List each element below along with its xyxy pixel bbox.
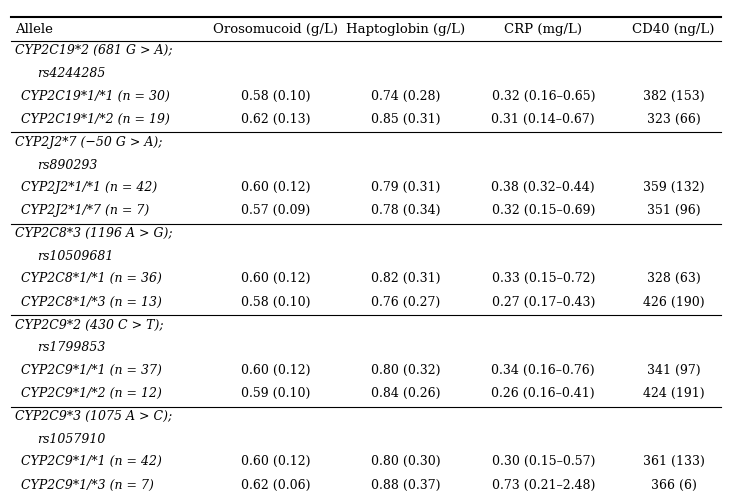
Text: CYP2C19*1/*2 (n = 19): CYP2C19*1/*2 (n = 19) <box>20 113 170 126</box>
Text: CYP2J2*1/*7 (n = 7): CYP2J2*1/*7 (n = 7) <box>20 204 149 217</box>
Text: 424 (191): 424 (191) <box>643 387 704 400</box>
Text: CYP2C9*1/*2 (n = 12): CYP2C9*1/*2 (n = 12) <box>20 387 162 400</box>
Text: CYP2J2*7 (−50 G > A);: CYP2J2*7 (−50 G > A); <box>15 136 163 149</box>
Text: rs10509681: rs10509681 <box>37 250 113 263</box>
Text: 0.62 (0.13): 0.62 (0.13) <box>241 113 310 126</box>
Text: 0.82 (0.31): 0.82 (0.31) <box>371 273 441 285</box>
Text: 0.60 (0.12): 0.60 (0.12) <box>241 364 310 377</box>
Text: 0.79 (0.31): 0.79 (0.31) <box>371 181 441 194</box>
Text: CYP2C9*3 (1075 A > C);: CYP2C9*3 (1075 A > C); <box>15 410 172 423</box>
Text: Allele: Allele <box>15 23 53 36</box>
Text: CYP2J2*1/*1 (n = 42): CYP2J2*1/*1 (n = 42) <box>20 181 157 194</box>
Text: 0.30 (0.15–0.57): 0.30 (0.15–0.57) <box>492 455 595 468</box>
Text: 0.57 (0.09): 0.57 (0.09) <box>241 204 310 217</box>
Text: 0.58 (0.10): 0.58 (0.10) <box>241 89 310 103</box>
Text: CYP2C9*2 (430 C > T);: CYP2C9*2 (430 C > T); <box>15 319 164 332</box>
Text: CYP2C19*2 (681 G > A);: CYP2C19*2 (681 G > A); <box>15 44 173 57</box>
Text: 328 (63): 328 (63) <box>646 273 701 285</box>
Text: CD40 (ng/L): CD40 (ng/L) <box>632 23 714 36</box>
Text: 0.84 (0.26): 0.84 (0.26) <box>371 387 441 400</box>
Text: 0.60 (0.12): 0.60 (0.12) <box>241 181 310 194</box>
Text: 323 (66): 323 (66) <box>646 113 701 126</box>
Text: 382 (153): 382 (153) <box>643 89 704 103</box>
Text: 0.59 (0.10): 0.59 (0.10) <box>241 387 310 400</box>
Text: 359 (132): 359 (132) <box>643 181 704 194</box>
Text: CYP2C19*1/*1 (n = 30): CYP2C19*1/*1 (n = 30) <box>20 89 170 103</box>
Text: CYP2C8*1/*3 (n = 13): CYP2C8*1/*3 (n = 13) <box>20 296 162 309</box>
Text: CYP2C9*1/*1 (n = 37): CYP2C9*1/*1 (n = 37) <box>20 364 162 377</box>
Text: 0.34 (0.16–0.76): 0.34 (0.16–0.76) <box>491 364 595 377</box>
Text: 426 (190): 426 (190) <box>643 296 704 309</box>
Text: 351 (96): 351 (96) <box>647 204 701 217</box>
Text: 0.78 (0.34): 0.78 (0.34) <box>371 204 441 217</box>
Text: 0.74 (0.28): 0.74 (0.28) <box>371 89 441 103</box>
Text: 0.60 (0.12): 0.60 (0.12) <box>241 273 310 285</box>
Text: 361 (133): 361 (133) <box>643 455 704 468</box>
Text: 0.85 (0.31): 0.85 (0.31) <box>371 113 441 126</box>
Text: 0.32 (0.15–0.69): 0.32 (0.15–0.69) <box>492 204 595 217</box>
Text: 0.27 (0.17–0.43): 0.27 (0.17–0.43) <box>492 296 595 309</box>
Text: CYP2C9*1/*1 (n = 42): CYP2C9*1/*1 (n = 42) <box>20 455 162 468</box>
Text: 0.73 (0.21–2.48): 0.73 (0.21–2.48) <box>492 479 595 491</box>
Text: rs890293: rs890293 <box>37 159 97 171</box>
Text: rs1799853: rs1799853 <box>37 341 105 355</box>
Text: 0.80 (0.32): 0.80 (0.32) <box>371 364 441 377</box>
Text: 0.26 (0.16–0.41): 0.26 (0.16–0.41) <box>491 387 595 400</box>
Text: CYP2C9*1/*3 (n = 7): CYP2C9*1/*3 (n = 7) <box>20 479 154 491</box>
Text: 0.62 (0.06): 0.62 (0.06) <box>241 479 310 491</box>
Text: 0.76 (0.27): 0.76 (0.27) <box>371 296 441 309</box>
Text: rs1057910: rs1057910 <box>37 433 105 446</box>
Text: 366 (6): 366 (6) <box>651 479 696 491</box>
Text: 341 (97): 341 (97) <box>647 364 701 377</box>
Text: Orosomucoid (g/L): Orosomucoid (g/L) <box>213 23 338 36</box>
Text: CYP2C8*1/*1 (n = 36): CYP2C8*1/*1 (n = 36) <box>20 273 162 285</box>
Text: 0.31 (0.14–0.67): 0.31 (0.14–0.67) <box>491 113 595 126</box>
Text: CRP (mg/L): CRP (mg/L) <box>504 23 582 36</box>
Text: Haptoglobin (g/L): Haptoglobin (g/L) <box>346 23 466 36</box>
Text: rs4244285: rs4244285 <box>37 67 105 80</box>
Text: 0.60 (0.12): 0.60 (0.12) <box>241 455 310 468</box>
Text: 0.80 (0.30): 0.80 (0.30) <box>371 455 441 468</box>
Text: 0.88 (0.37): 0.88 (0.37) <box>371 479 441 491</box>
Text: CYP2C8*3 (1196 A > G);: CYP2C8*3 (1196 A > G); <box>15 227 173 240</box>
Text: 0.33 (0.15–0.72): 0.33 (0.15–0.72) <box>492 273 595 285</box>
Text: 0.38 (0.32–0.44): 0.38 (0.32–0.44) <box>491 181 595 194</box>
Text: 0.32 (0.16–0.65): 0.32 (0.16–0.65) <box>492 89 595 103</box>
Text: 0.58 (0.10): 0.58 (0.10) <box>241 296 310 309</box>
